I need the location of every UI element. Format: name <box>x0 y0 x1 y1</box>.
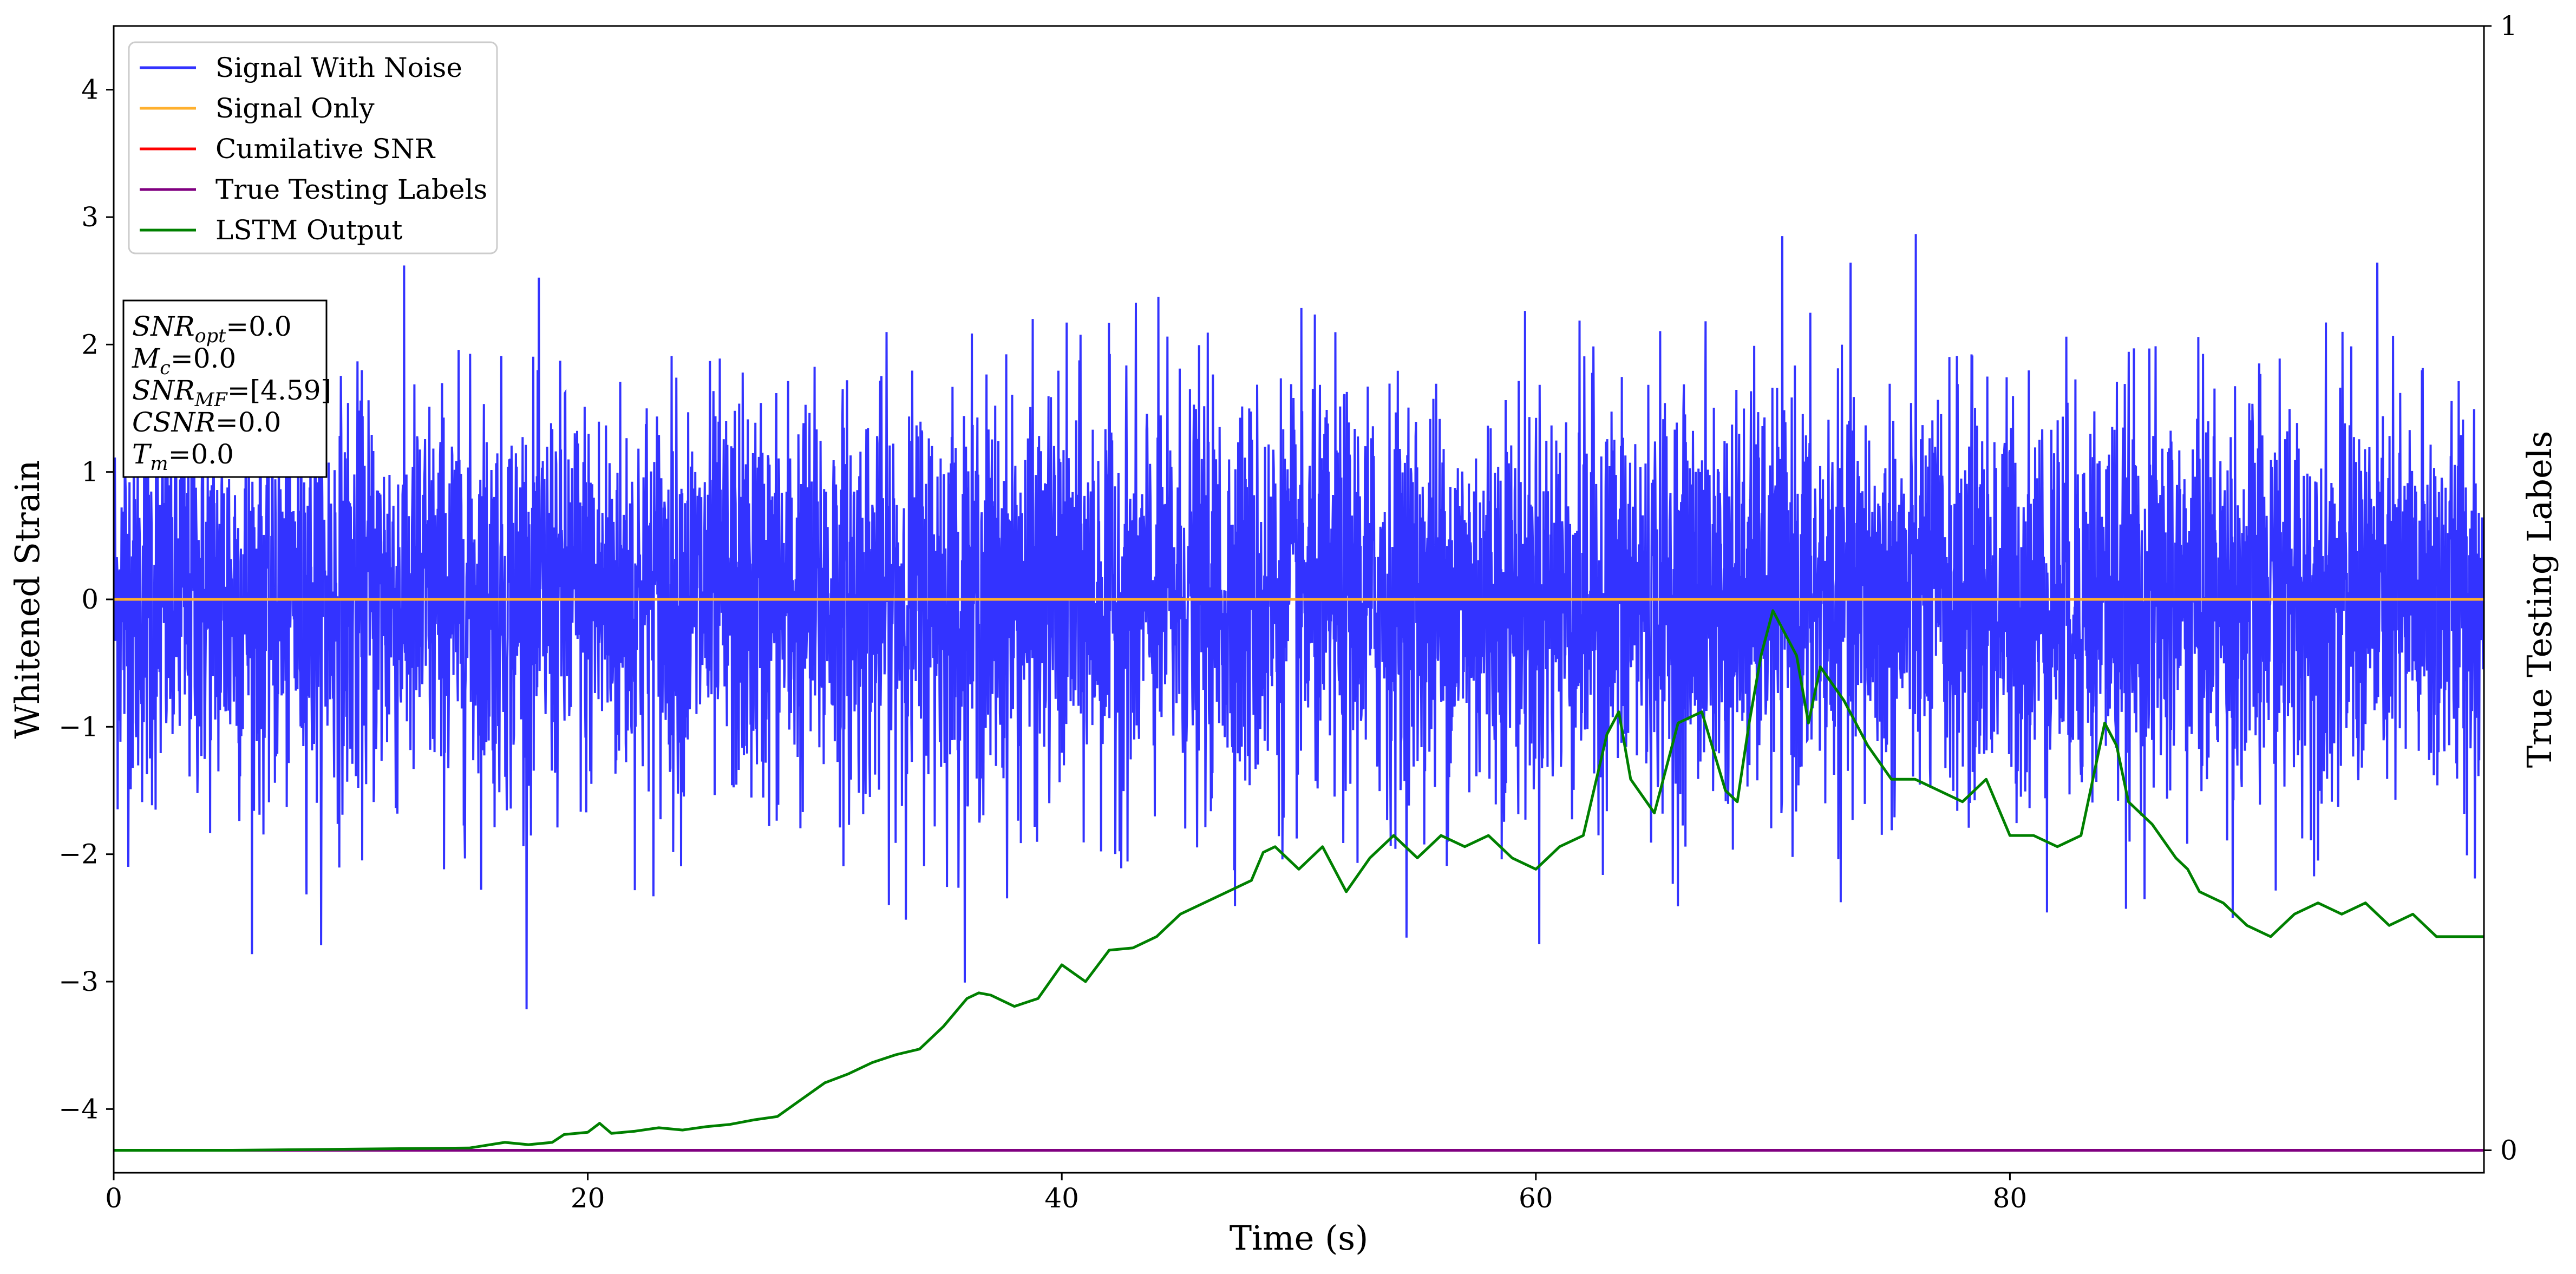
annotation-line: CSNR=0.0 <box>132 407 281 438</box>
y-tick-label: −2 <box>58 839 99 870</box>
y-tick-label: 1 <box>81 456 99 488</box>
y2-tick-label: 0 <box>2500 1134 2518 1166</box>
legend-label: Signal Only <box>215 93 375 124</box>
legend-label: True Testing Labels <box>215 174 487 205</box>
y-tick-label: 3 <box>81 201 99 233</box>
y-tick-label: −4 <box>58 1093 99 1125</box>
annotation-frame <box>122 299 328 478</box>
annotation-symbol: M <box>132 343 161 374</box>
y2-tick-label: 1 <box>2500 10 2518 42</box>
y-tick-label: −1 <box>58 711 99 742</box>
annotation-symbol: SNR <box>132 375 195 406</box>
legend-label: Cumilative SNR <box>215 133 435 165</box>
annotation-value: =0.0 <box>171 343 236 374</box>
x-tick-label: 40 <box>1044 1182 1079 1214</box>
annotation-value: =0.0 <box>215 407 281 438</box>
annotation-line: Tm=0.0 <box>132 439 234 475</box>
y-axis: −4 −3 −2 −1 0 1 2 3 4 <box>58 74 114 1125</box>
annotation-line: Mc=0.0 <box>132 343 236 379</box>
legend-label: LSTM Output <box>215 214 402 246</box>
y-axis-title: Whitened Strain <box>8 460 47 739</box>
x-tick-label: 60 <box>1519 1182 1553 1214</box>
annotation-value: =0.0 <box>226 311 291 342</box>
annotation-line: SNRopt=0.0 <box>132 311 292 347</box>
annotation-value: =0.0 <box>168 439 234 470</box>
y2-axis-title: True Testing Labels <box>2520 431 2559 768</box>
legend: Signal With Noise Signal Only Cumilative S… <box>128 41 498 254</box>
annotation-subscript: opt <box>195 325 226 347</box>
y-tick-label: −3 <box>58 966 99 997</box>
annotation-subscript: MF <box>194 389 228 411</box>
annotation-line: SNRMF=[4.59] <box>132 375 331 411</box>
x-axis-title: Time (s) <box>1230 1218 1369 1258</box>
x-axis: 0 20 40 60 80 <box>105 1173 2027 1214</box>
y-tick-label: 2 <box>81 329 99 360</box>
annotation-subscript: c <box>160 357 171 379</box>
x-tick-label: 80 <box>1993 1182 2028 1214</box>
plot-area <box>114 234 2484 1152</box>
legend-box <box>128 41 498 254</box>
x-tick-label: 0 <box>105 1182 122 1214</box>
annotation-box: SNRopt=0.0Mc=0.0SNRMF=[4.59]CSNR=0.0Tm=0… <box>122 299 331 478</box>
annotation-value: =[4.59] <box>227 375 331 406</box>
annotation-subscript: m <box>150 453 168 475</box>
series-lstm-output <box>114 609 2484 1152</box>
y-tick-label: 4 <box>81 74 99 106</box>
y-tick-label: 0 <box>81 584 99 615</box>
annotation-symbol: CSNR <box>132 407 215 438</box>
series-signal-with-noise <box>114 234 2484 1010</box>
x-tick-label: 20 <box>571 1182 605 1214</box>
annotation-symbol: SNR <box>132 311 195 342</box>
annotation-symbol: T <box>132 439 152 470</box>
y2-axis: 01 <box>2484 10 2518 1166</box>
legend-label: Signal With Noise <box>215 52 462 83</box>
